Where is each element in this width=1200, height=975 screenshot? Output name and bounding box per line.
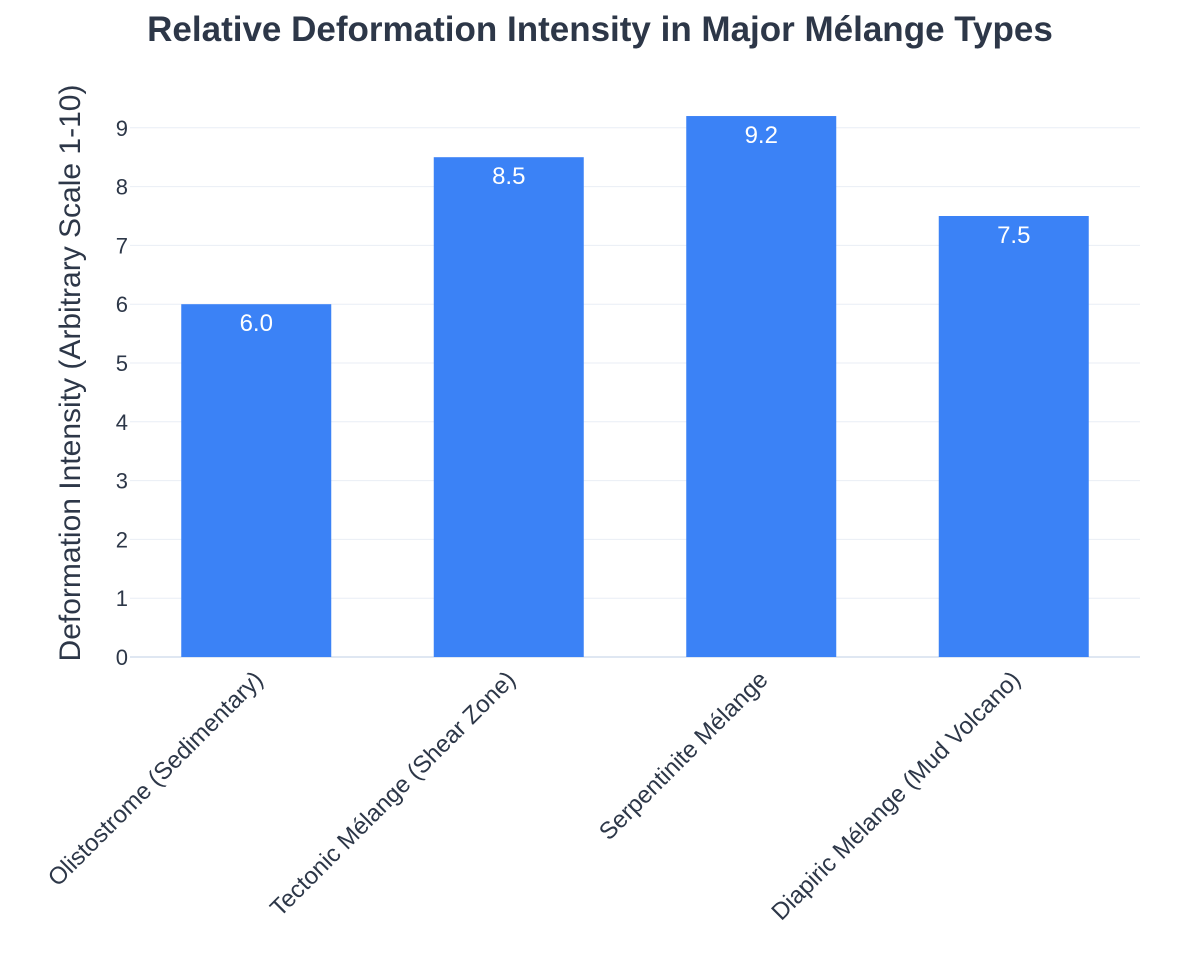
bar [433,157,584,657]
bar [938,216,1089,657]
x-category-label: Diapiric Mélange (Mud Volcano) [766,666,1026,926]
x-category-label: Tectonic Mélange (Shear Zone) [265,666,521,922]
y-axis-ticks: 0 1 2 3 4 5 6 7 8 9 [116,116,128,670]
chart-title: Relative Deformation Intensity in Major … [147,10,1053,49]
y-tick-label: 1 [116,586,128,611]
y-tick-label: 7 [116,233,128,258]
y-tick-label: 8 [116,175,128,200]
bar [686,116,837,658]
y-tick-label: 2 [116,527,128,552]
y-tick-label: 0 [116,645,128,670]
bar-value-label: 9.2 [745,122,778,149]
x-category-label: Serpentinite Mélange [594,666,773,845]
bar-value-label: 6.0 [240,310,273,337]
y-axis-title: Deformation Intensity (Arbitrary Scale 1… [54,85,87,662]
y-tick-label: 4 [116,410,128,435]
x-category-label: Olistostrome (Sedimentary) [43,666,269,892]
bar-value-label: 7.5 [997,222,1030,249]
bar-value-label: 8.5 [492,163,525,190]
x-axis-categories: Olistostrome (Sedimentary)Tectonic Mélan… [43,666,1026,926]
y-tick-label: 3 [116,469,128,494]
bars [181,116,1089,658]
bar [181,304,332,657]
y-tick-label: 9 [116,116,128,141]
y-tick-label: 6 [116,292,128,317]
bar-value-labels: 6.0 8.5 9.2 7.5 [240,122,1031,337]
y-tick-label: 5 [116,351,128,376]
